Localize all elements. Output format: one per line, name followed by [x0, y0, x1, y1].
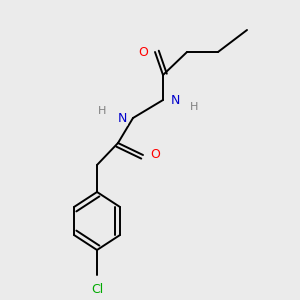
Text: O: O [138, 46, 148, 59]
Text: N: N [118, 112, 127, 124]
Text: O: O [150, 148, 160, 161]
Text: H: H [98, 106, 106, 116]
Text: N: N [171, 94, 180, 106]
Text: Cl: Cl [91, 283, 103, 296]
Text: H: H [190, 102, 198, 112]
